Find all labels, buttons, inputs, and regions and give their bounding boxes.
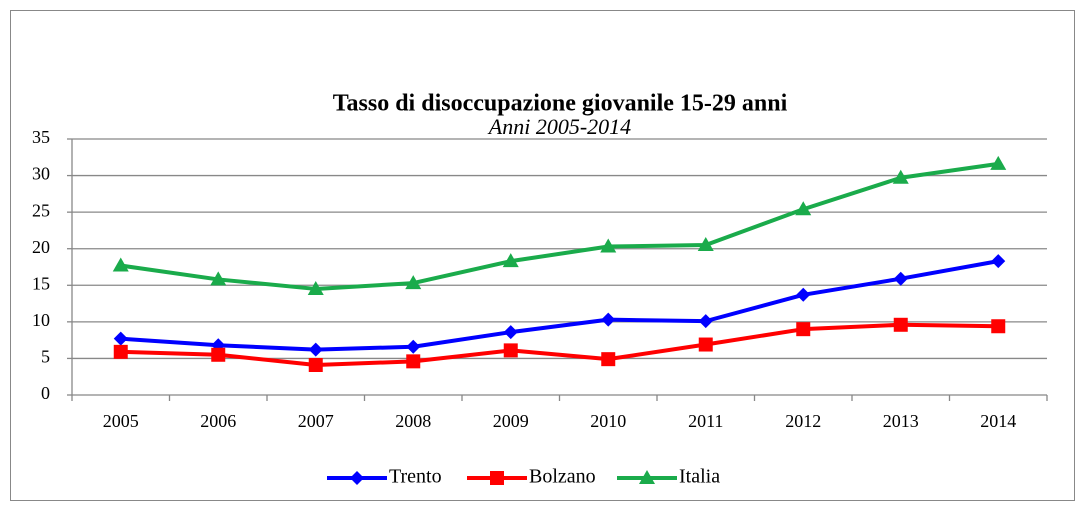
- y-tick-label: 5: [41, 347, 50, 367]
- data-point: [502, 253, 519, 268]
- x-tick-label: 2010: [590, 411, 626, 431]
- legend-label: Trento: [389, 466, 442, 488]
- x-tick-label: 2009: [493, 411, 529, 431]
- data-point: [892, 169, 909, 184]
- legend-label: Bolzano: [529, 466, 596, 488]
- data-point: [601, 312, 616, 327]
- data-point: [406, 354, 421, 369]
- x-tick-label: 2007: [298, 411, 334, 431]
- data-point: [113, 344, 128, 359]
- legend-label: Italia: [679, 466, 720, 488]
- y-tick-label: 10: [32, 310, 50, 330]
- data-point: [113, 331, 128, 346]
- data-point: [698, 314, 713, 329]
- y-tick-label: 35: [32, 127, 50, 147]
- x-tick-label: 2011: [688, 411, 723, 431]
- x-tick-label: 2006: [200, 411, 236, 431]
- legend-marker: [490, 471, 504, 485]
- data-point: [991, 319, 1006, 334]
- data-point: [893, 271, 908, 286]
- x-tick-label: 2012: [785, 411, 821, 431]
- data-point: [210, 271, 227, 286]
- data-point: [600, 238, 617, 253]
- data-point: [601, 352, 616, 367]
- data-point: [697, 237, 714, 252]
- data-point: [307, 280, 324, 295]
- data-point: [893, 317, 908, 332]
- y-tick-label: 0: [41, 383, 50, 403]
- data-point: [503, 343, 518, 358]
- y-tick-label: 20: [32, 237, 50, 257]
- legend-marker: [350, 471, 364, 485]
- data-point: [405, 275, 422, 290]
- data-point: [990, 155, 1007, 170]
- y-tick-label: 15: [32, 273, 50, 293]
- data-point: [211, 347, 226, 362]
- data-point: [795, 201, 812, 216]
- data-point: [308, 358, 323, 373]
- data-point: [503, 325, 518, 340]
- data-point: [991, 254, 1006, 269]
- legend-marker: [639, 470, 655, 484]
- chart-title: Tasso di disoccupazione giovanile 15-29 …: [333, 91, 788, 117]
- data-point: [796, 322, 811, 337]
- data-point: [406, 339, 421, 354]
- y-tick-label: 30: [32, 164, 50, 184]
- chart-subtitle: Anni 2005-2014: [487, 114, 631, 139]
- series-line: [120, 259, 999, 352]
- data-point: [698, 337, 713, 352]
- data-point: [308, 342, 323, 357]
- x-tick-label: 2008: [395, 411, 431, 431]
- x-tick-label: 2013: [883, 411, 919, 431]
- y-tick-label: 25: [32, 200, 50, 220]
- series-line: [120, 161, 999, 291]
- x-tick-label: 2014: [980, 411, 1016, 431]
- data-point: [112, 257, 129, 272]
- data-point: [796, 287, 811, 302]
- series-line: [120, 322, 999, 368]
- x-tick-label: 2005: [103, 411, 139, 431]
